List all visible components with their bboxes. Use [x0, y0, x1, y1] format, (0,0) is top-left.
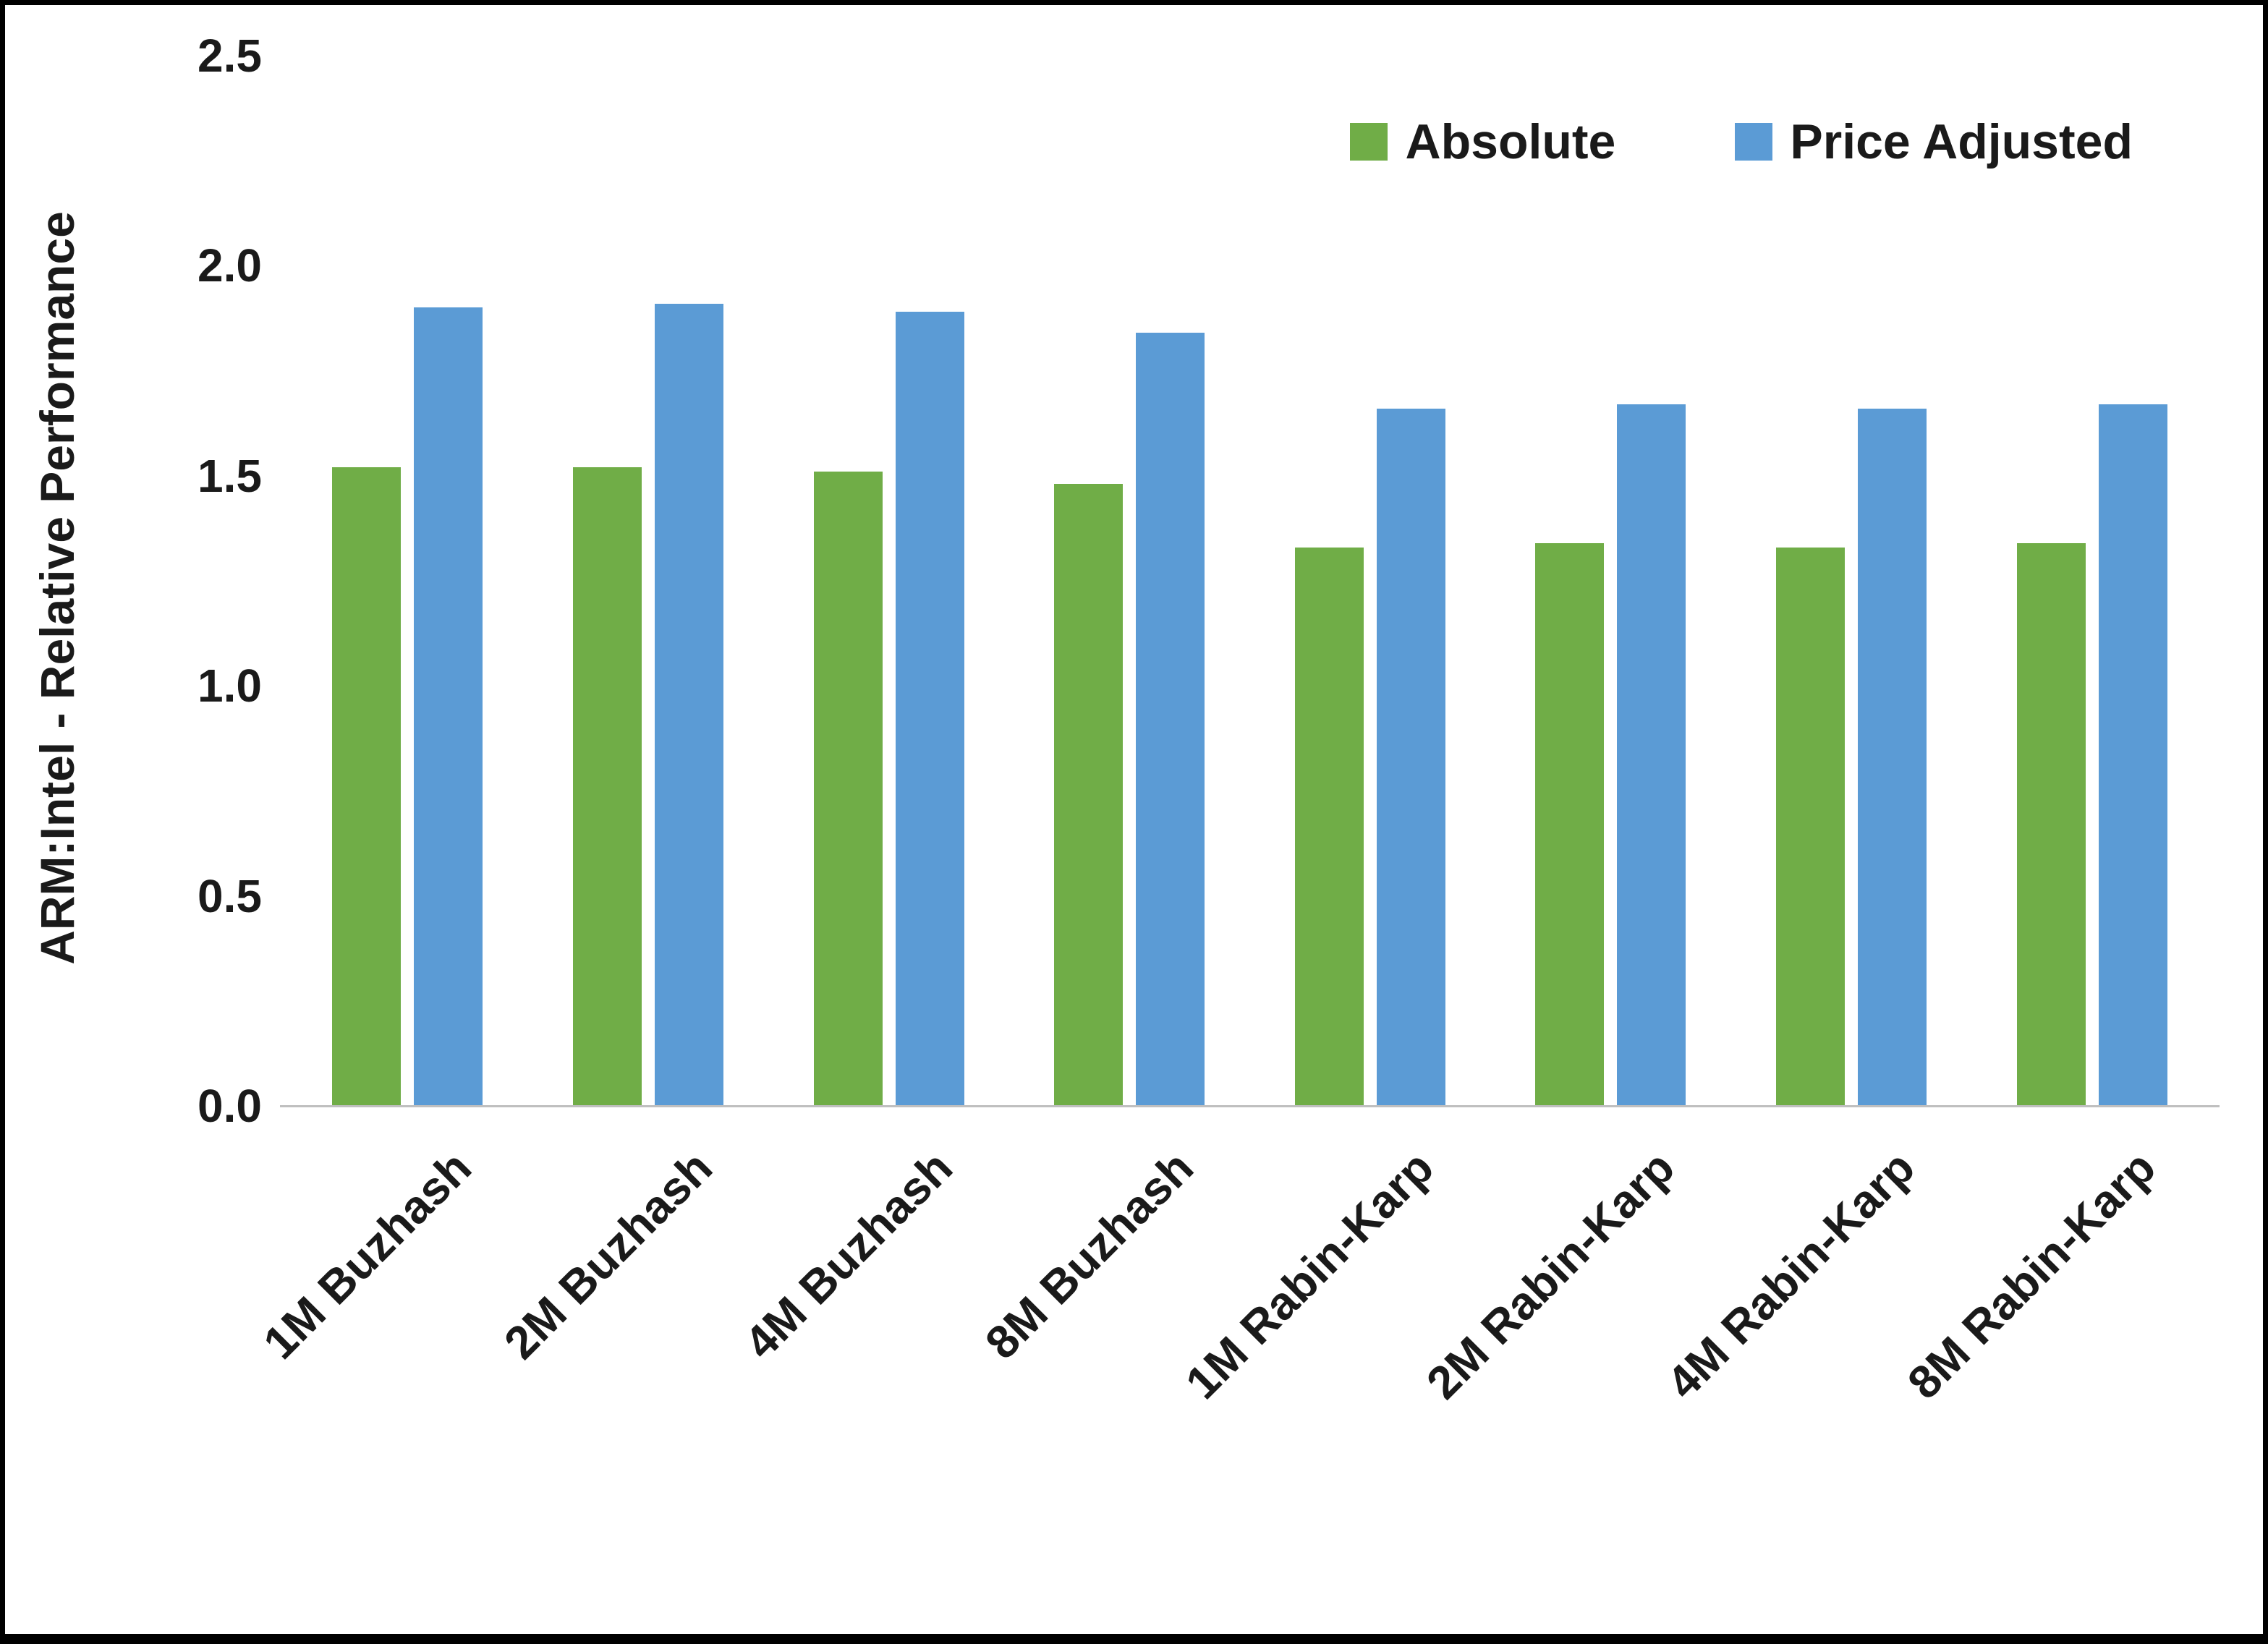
x-tick-label: 8M Rabin-Karp: [1898, 1141, 2166, 1409]
bars-row: [287, 56, 2212, 1106]
legend-label: Absolute: [1405, 114, 1616, 169]
legend-item: Price Adjusted: [1735, 114, 2133, 170]
x-tick-label: 4M Buzhash: [734, 1141, 963, 1369]
x-tick-label: 8M Buzhash: [974, 1141, 1203, 1369]
bar-absolute: [1776, 547, 1846, 1106]
y-axis-ticks: 2.5 2.0 1.5 1.0 0.5 0.0: [99, 30, 262, 1132]
x-tick-label: 2M Rabin-Karp: [1416, 1141, 1685, 1409]
bar-price-adjusted: [414, 307, 483, 1106]
bar-price-adjusted: [895, 312, 964, 1106]
bar-group: [528, 56, 769, 1106]
bar-chart: ARM:Intel - Relative Performance 2.5 2.0 1…: [5, 5, 2263, 1634]
bar-absolute: [1294, 547, 1364, 1106]
bar-price-adjusted: [1376, 408, 1445, 1106]
bar-absolute: [1054, 484, 1124, 1106]
bar-absolute: [572, 467, 642, 1106]
y-tick-label: 2.5: [198, 30, 262, 82]
x-tick-label: 2M Buzhash: [493, 1141, 722, 1369]
y-tick-label: 0.5: [198, 869, 262, 922]
y-tick-label: 2.0: [198, 239, 262, 292]
bar-absolute: [1535, 542, 1605, 1106]
y-axis-label: ARM:Intel - Relative Performance: [30, 211, 84, 965]
legend-swatch: [1735, 123, 1773, 161]
x-tick-label: 1M Rabin-Karp: [1176, 1141, 1444, 1409]
bar-group: [287, 56, 528, 1106]
legend-label: Price Adjusted: [1790, 114, 2133, 169]
bar-group: [1250, 56, 1491, 1106]
legend-item: Absolute: [1350, 114, 1615, 170]
bar-group: [1009, 56, 1250, 1106]
bar-group: [1971, 56, 2212, 1106]
x-axis-labels: 1M Buzhash 2M Buzhash 4M Buzhash 8M Buzhash…: [253, 1106, 2212, 1612]
plot-area: Absolute Price Adjusted 1M Buzhash 2M Buzh…: [253, 56, 2220, 1409]
bar-absolute: [813, 472, 883, 1106]
x-tick-label: 4M Rabin-Karp: [1657, 1141, 1925, 1409]
legend-swatch: [1350, 123, 1388, 161]
bar-group: [768, 56, 1009, 1106]
bar-price-adjusted: [2098, 404, 2167, 1106]
legend: Absolute Price Adjusted: [1350, 114, 2133, 170]
bar-group: [1731, 56, 1972, 1106]
bar-price-adjusted: [1136, 333, 1205, 1106]
y-tick-label: 1.5: [198, 449, 262, 502]
x-tick-label: 1M Buzhash: [253, 1141, 481, 1369]
bar-group: [1490, 56, 1731, 1106]
bar-absolute: [2016, 542, 2086, 1106]
bar-price-adjusted: [1858, 408, 1927, 1106]
y-tick-label: 1.0: [198, 660, 262, 712]
y-tick-label: 0.0: [198, 1080, 262, 1132]
bar-price-adjusted: [654, 303, 723, 1106]
x-axis-line: [280, 1105, 2220, 1107]
bar-price-adjusted: [1617, 404, 1686, 1106]
bar-absolute: [332, 467, 402, 1106]
